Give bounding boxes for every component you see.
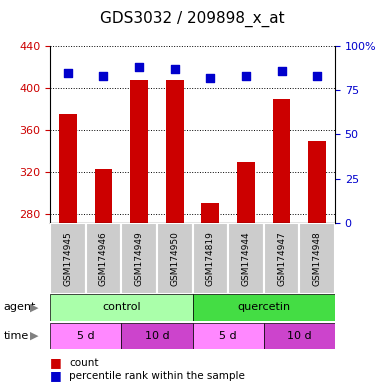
Text: GSM174944: GSM174944 [241, 231, 250, 286]
FancyBboxPatch shape [300, 223, 335, 294]
FancyBboxPatch shape [157, 223, 192, 294]
Bar [308, 141, 326, 223]
Point [136, 64, 142, 70]
Text: GDS3032 / 209898_x_at: GDS3032 / 209898_x_at [100, 11, 285, 27]
Point [278, 68, 285, 74]
Point [65, 70, 71, 76]
Text: 5 d: 5 d [219, 331, 237, 341]
Text: GSM174950: GSM174950 [170, 231, 179, 286]
Text: 10 d: 10 d [287, 331, 311, 341]
Text: 5 d: 5 d [77, 331, 94, 341]
Point [207, 75, 213, 81]
Text: time: time [4, 331, 29, 341]
Bar [59, 114, 77, 223]
Bar [166, 80, 184, 223]
Text: ■: ■ [50, 369, 62, 382]
FancyBboxPatch shape [192, 294, 335, 321]
Text: percentile rank within the sample: percentile rank within the sample [69, 371, 245, 381]
Text: GSM174949: GSM174949 [135, 231, 144, 286]
Bar [237, 162, 255, 223]
Text: ■: ■ [50, 356, 62, 369]
Bar [95, 169, 112, 223]
Text: agent: agent [4, 302, 36, 312]
FancyBboxPatch shape [264, 323, 335, 349]
Text: GSM174948: GSM174948 [313, 231, 321, 286]
Bar [201, 203, 219, 223]
Text: quercetin: quercetin [237, 302, 290, 312]
Point [243, 73, 249, 79]
Bar [130, 80, 148, 223]
Text: count: count [69, 358, 99, 368]
Text: GSM174945: GSM174945 [64, 231, 72, 286]
FancyBboxPatch shape [228, 223, 264, 294]
FancyBboxPatch shape [85, 223, 121, 294]
FancyBboxPatch shape [264, 223, 300, 294]
FancyBboxPatch shape [50, 223, 85, 294]
FancyBboxPatch shape [50, 323, 121, 349]
Point [172, 66, 178, 72]
Text: control: control [102, 302, 141, 312]
FancyBboxPatch shape [192, 323, 264, 349]
Bar [273, 99, 290, 223]
Text: ▶: ▶ [30, 302, 39, 312]
Text: GSM174947: GSM174947 [277, 231, 286, 286]
Text: GSM174819: GSM174819 [206, 231, 215, 286]
FancyBboxPatch shape [50, 294, 192, 321]
FancyBboxPatch shape [192, 223, 228, 294]
Point [314, 73, 320, 79]
Point [100, 73, 107, 79]
FancyBboxPatch shape [121, 223, 157, 294]
Text: GSM174946: GSM174946 [99, 231, 108, 286]
FancyBboxPatch shape [121, 323, 192, 349]
Text: 10 d: 10 d [145, 331, 169, 341]
Text: ▶: ▶ [30, 331, 39, 341]
